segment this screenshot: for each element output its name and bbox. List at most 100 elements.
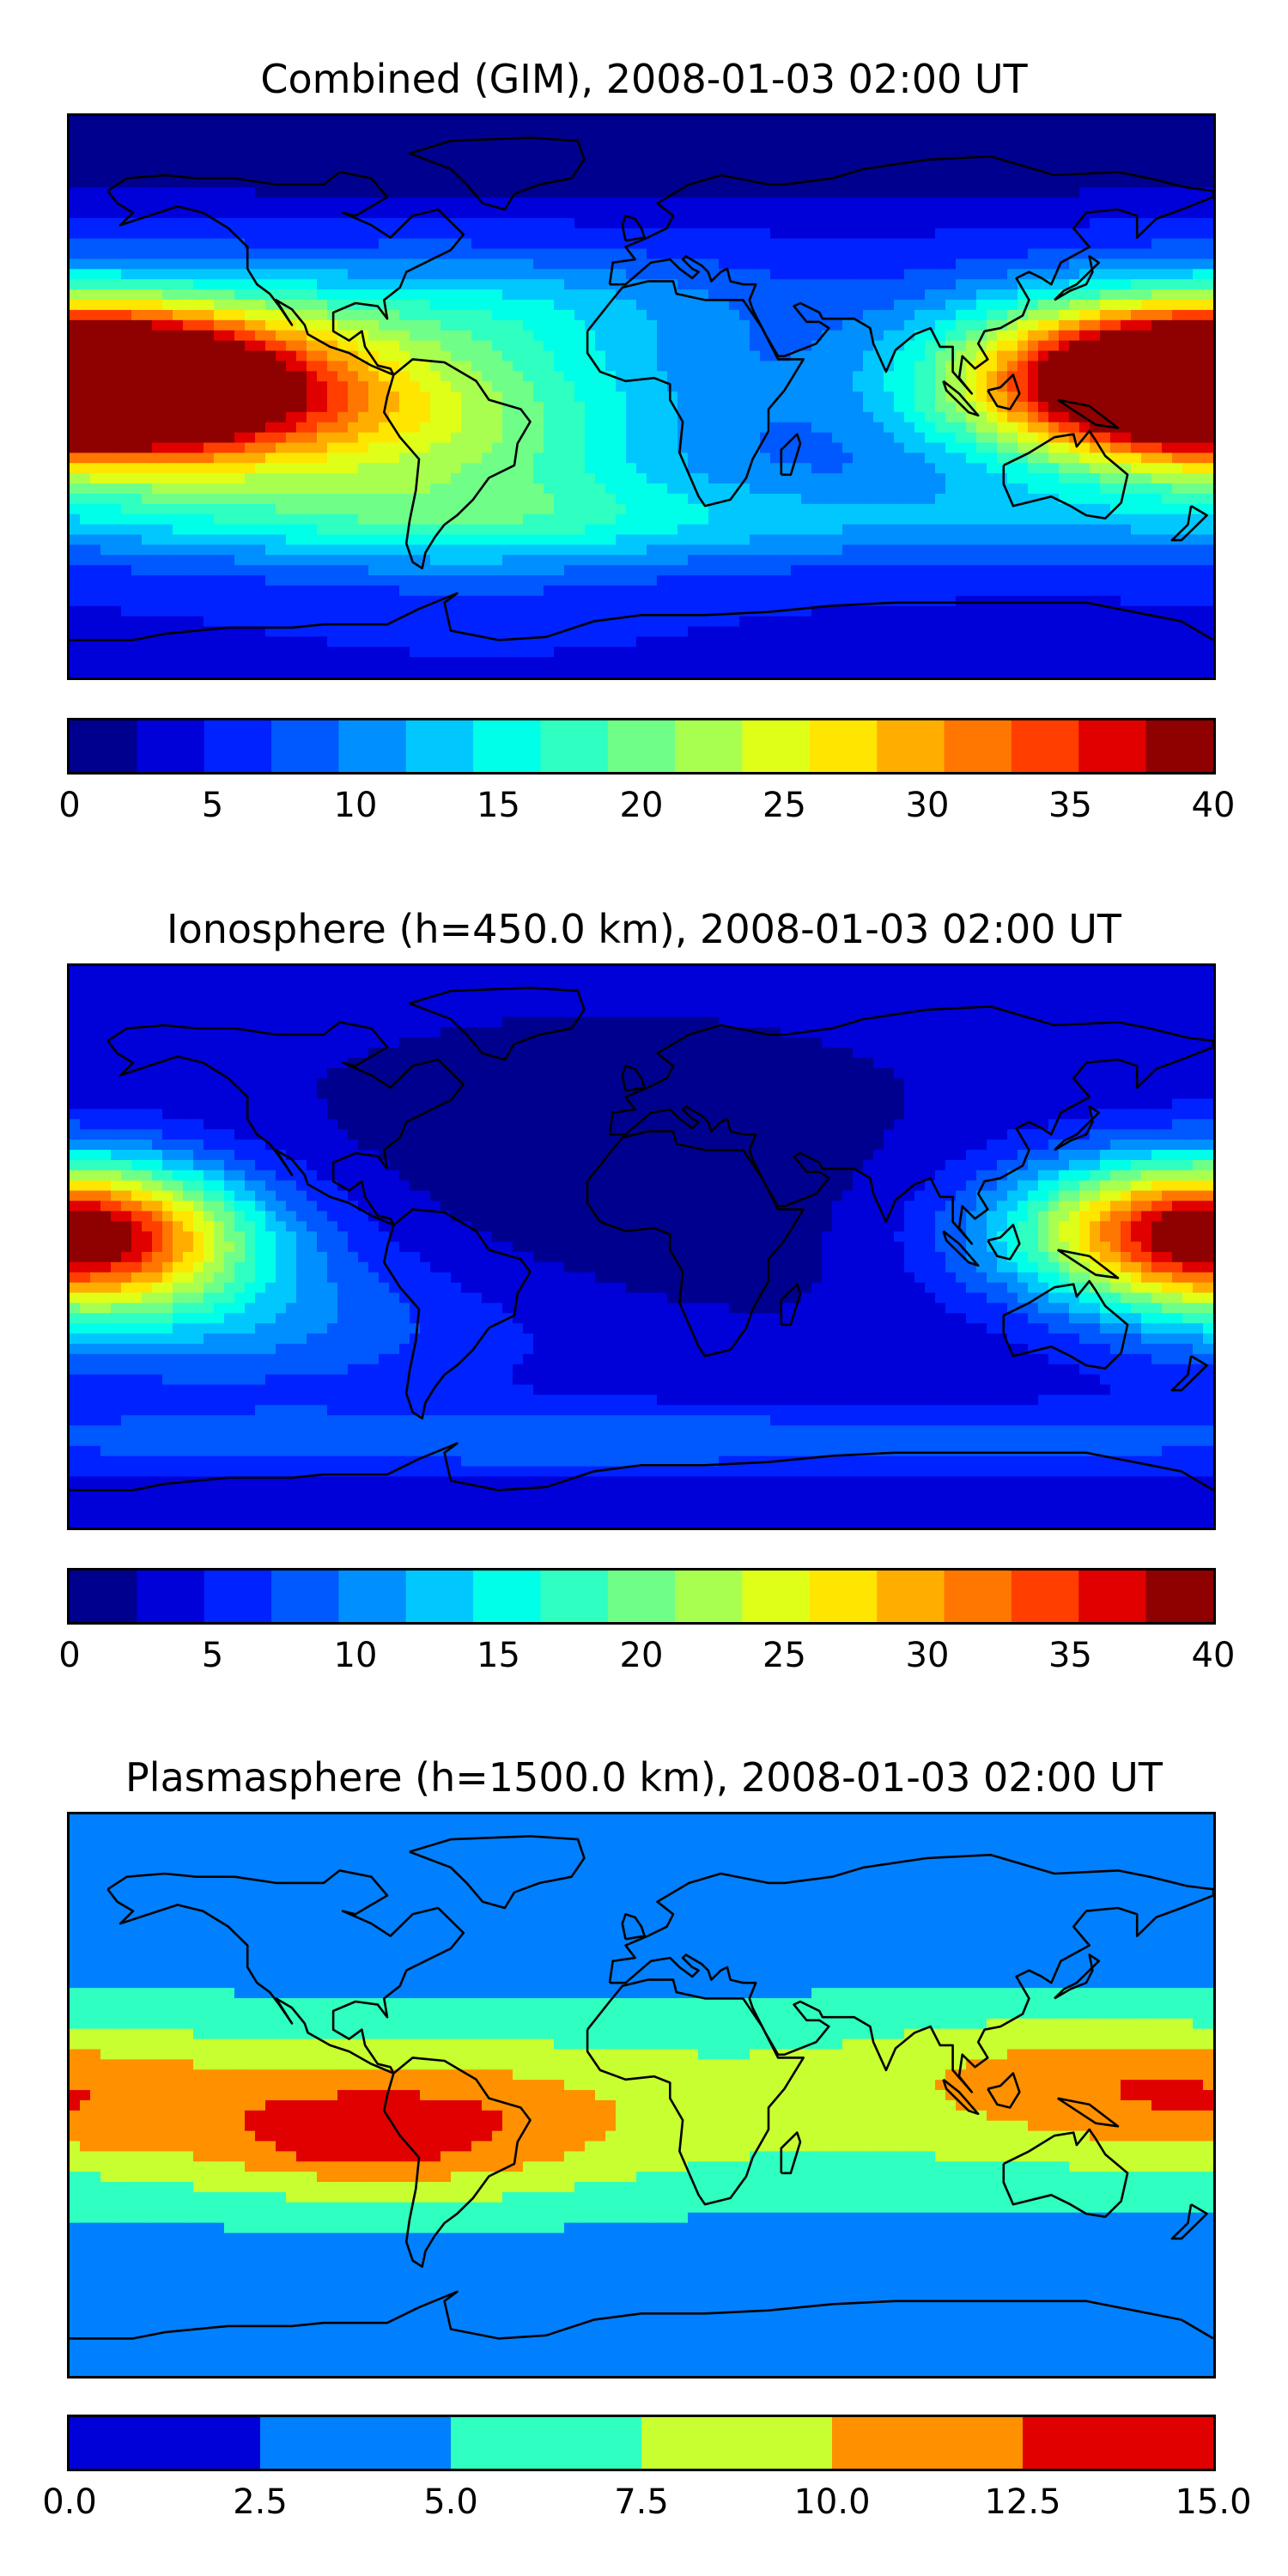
combined-field-cell bbox=[245, 217, 256, 229]
combined-field-cell bbox=[224, 330, 235, 342]
combined-field-cell bbox=[595, 197, 606, 209]
combined-field-cell bbox=[142, 279, 153, 290]
combined-field-cell bbox=[966, 442, 977, 453]
combined-field-cell bbox=[296, 269, 307, 280]
combined-field-cell bbox=[863, 565, 874, 576]
combined-field-cell bbox=[1038, 401, 1049, 413]
combined-field-cell bbox=[389, 513, 400, 526]
combined-field-cell bbox=[574, 544, 586, 556]
combined-field-cell bbox=[131, 228, 143, 240]
combined-field-cell bbox=[80, 309, 91, 321]
combined-field-cell bbox=[781, 309, 792, 321]
combined-field-cell bbox=[420, 177, 431, 188]
combined-field-cell bbox=[904, 422, 915, 434]
combined-field-cell bbox=[1141, 350, 1152, 361]
combined-field-cell bbox=[554, 217, 565, 229]
combined-field-cell bbox=[1048, 116, 1060, 127]
combined-field-cell bbox=[811, 503, 823, 515]
combined-field-cell bbox=[142, 361, 153, 372]
combined-field-cell bbox=[307, 269, 318, 280]
combined-field-cell bbox=[234, 442, 246, 453]
combined-field-cell bbox=[121, 340, 132, 352]
combined-field-cell bbox=[276, 361, 287, 372]
combined-field-cell bbox=[935, 453, 946, 464]
combined-field-cell bbox=[1193, 167, 1204, 178]
combined-field-cell bbox=[1018, 136, 1029, 148]
combined-field-cell bbox=[70, 269, 81, 280]
combined-field-cell bbox=[1048, 392, 1060, 403]
combined-field-cell bbox=[822, 197, 833, 209]
combined-field-cell bbox=[564, 319, 575, 331]
combined-field-cell bbox=[667, 483, 678, 495]
combined-field-cell bbox=[987, 116, 998, 127]
combined-field-cell bbox=[956, 565, 967, 576]
combined-field-cell bbox=[811, 238, 823, 250]
combined-field-cell bbox=[956, 513, 967, 526]
combined-field-cell bbox=[1151, 258, 1163, 270]
combined-field-cell bbox=[574, 513, 586, 526]
combined-field-cell bbox=[1028, 330, 1039, 342]
combined-field-cell bbox=[688, 146, 699, 158]
combined-field-cell bbox=[523, 258, 534, 270]
combined-field-cell bbox=[410, 513, 421, 526]
combined-field-cell bbox=[698, 217, 709, 229]
combined-field-cell bbox=[296, 187, 307, 198]
combined-field-cell bbox=[482, 330, 493, 342]
combined-field-cell bbox=[1151, 340, 1163, 352]
combined-field-cell bbox=[121, 248, 132, 260]
combined-field-cell bbox=[945, 167, 957, 178]
combined-field-cell bbox=[1151, 453, 1163, 464]
combined-field-cell bbox=[430, 217, 441, 229]
combined-field-cell bbox=[451, 361, 462, 372]
combined-field-cell bbox=[111, 544, 122, 556]
combined-field-cell bbox=[162, 197, 173, 209]
combined-field-cell bbox=[1059, 116, 1070, 127]
combined-field-cell bbox=[440, 473, 452, 484]
combined-field-cell bbox=[276, 513, 287, 526]
combined-field-cell bbox=[234, 319, 246, 331]
combined-field-cell bbox=[1069, 453, 1080, 464]
combined-field-cell bbox=[90, 544, 101, 556]
combined-field-cell bbox=[471, 289, 483, 301]
combined-field-cell bbox=[822, 217, 833, 229]
combined-field-cell bbox=[1172, 238, 1183, 250]
combined-field-cell bbox=[100, 350, 112, 361]
combined-field-cell bbox=[657, 350, 668, 361]
combined-field-cell bbox=[750, 503, 761, 515]
combined-field-cell bbox=[894, 217, 905, 229]
combined-field-cell bbox=[739, 401, 750, 413]
combined-field-cell bbox=[987, 300, 998, 311]
combined-field-cell bbox=[987, 167, 998, 178]
combined-field-cell bbox=[327, 473, 338, 484]
combined-field-cell bbox=[276, 248, 287, 260]
combined-field-cell bbox=[956, 442, 967, 453]
combined-field-cell bbox=[636, 544, 647, 556]
combined-field-cell bbox=[265, 422, 276, 434]
combined-field-cell bbox=[708, 350, 720, 361]
combined-field-cell bbox=[276, 146, 287, 158]
combined-field-cell bbox=[626, 453, 637, 464]
combined-field-cell bbox=[822, 167, 833, 178]
combined-field-cell bbox=[956, 401, 967, 413]
combined-field-cell bbox=[1038, 197, 1049, 209]
combined-field-cell bbox=[832, 442, 843, 453]
combined-field-cell bbox=[822, 493, 833, 505]
combined-field-cell bbox=[574, 197, 586, 209]
combined-field-cell bbox=[162, 187, 173, 198]
combined-field-cell bbox=[1121, 146, 1132, 158]
combined-field-cell bbox=[1203, 146, 1213, 158]
combined-field-cell bbox=[276, 217, 287, 229]
combined-field-cell bbox=[183, 125, 194, 137]
combined-field-cell bbox=[904, 411, 915, 423]
combined-field-cell bbox=[368, 381, 380, 392]
combined-field-cell bbox=[1038, 125, 1049, 137]
combined-field-cell bbox=[1038, 340, 1049, 352]
combined-field-cell bbox=[348, 116, 359, 127]
combined-field-cell bbox=[719, 156, 730, 168]
combined-field-cell bbox=[307, 350, 318, 361]
combined-field-cell bbox=[605, 453, 617, 464]
combined-field-cell bbox=[1059, 217, 1070, 229]
combined-field-cell bbox=[317, 187, 328, 198]
combined-field-cell bbox=[255, 371, 266, 382]
combined-field-cell bbox=[307, 309, 318, 321]
